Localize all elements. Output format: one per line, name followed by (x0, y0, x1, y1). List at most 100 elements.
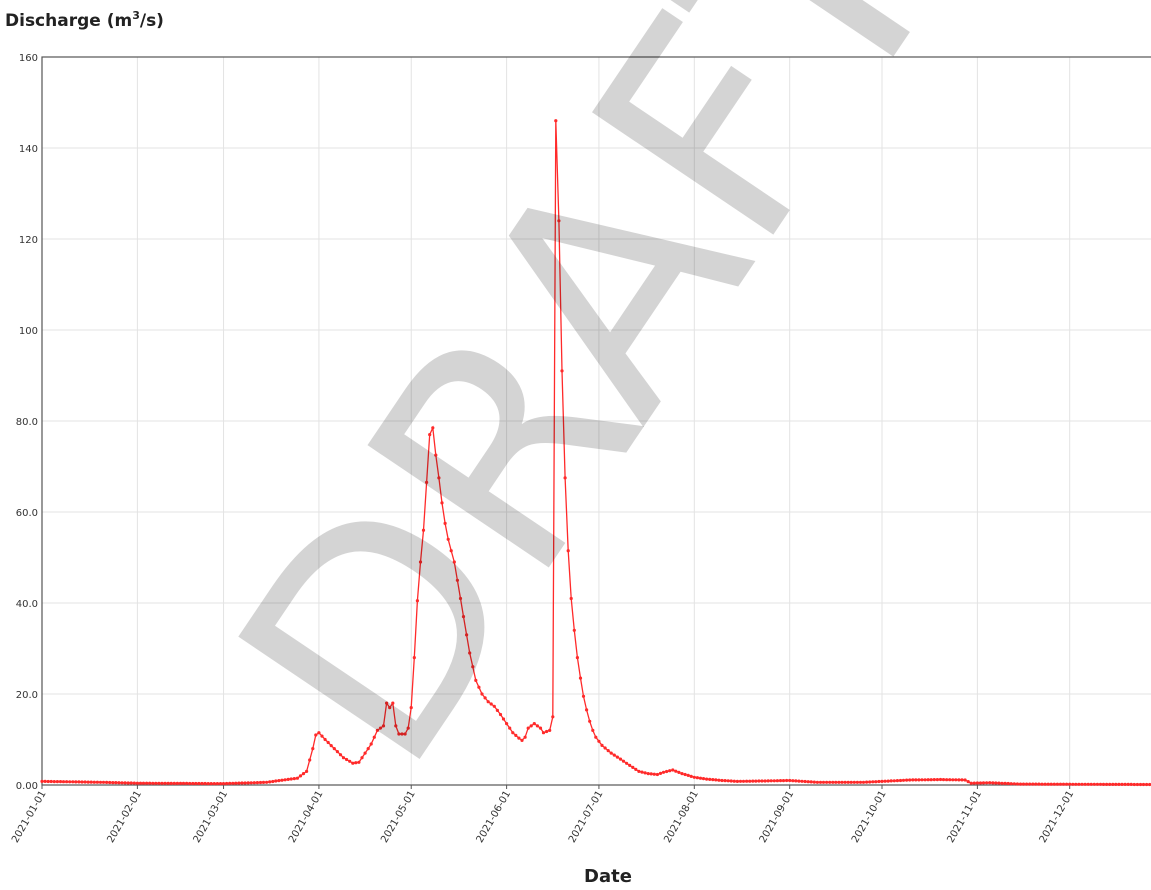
data-point (511, 731, 515, 735)
data-point (711, 778, 715, 782)
data-point (523, 735, 527, 739)
data-point (606, 749, 610, 753)
data-point (1083, 782, 1087, 786)
data-point (495, 708, 499, 713)
data-point (785, 778, 789, 783)
x-tick-label: 2021-02-01 (105, 789, 144, 845)
data-point (98, 780, 103, 784)
data-point (237, 781, 241, 785)
y-tick-label: 140 (19, 144, 38, 155)
data-point (865, 780, 869, 784)
grid (41, 56, 1151, 786)
data-point (505, 722, 509, 726)
data-point (766, 779, 770, 783)
data-point (1129, 782, 1133, 787)
data-point (778, 779, 783, 783)
data-point (1123, 782, 1127, 787)
data-point (461, 615, 466, 619)
data-point (434, 453, 438, 457)
data-point (917, 778, 921, 782)
data-point (185, 781, 189, 786)
data-point (255, 781, 259, 785)
data-point (425, 480, 429, 484)
data-point (501, 717, 506, 721)
data-point (634, 767, 638, 772)
data-point (80, 780, 84, 784)
data-point (329, 744, 333, 748)
data-point (541, 731, 546, 735)
data-point (341, 756, 346, 760)
series-discharge (40, 119, 1151, 787)
data-point (858, 780, 863, 784)
data-point (535, 724, 540, 728)
x-axis-title: Date (584, 866, 632, 887)
data-point (772, 779, 776, 783)
data-point (1071, 782, 1075, 786)
data-point (698, 776, 703, 780)
data-point (834, 780, 838, 784)
data-point (498, 712, 503, 717)
data-point (363, 751, 367, 755)
data-point (194, 781, 198, 786)
data-point (86, 780, 90, 784)
data-point (941, 778, 946, 782)
data-point (671, 768, 675, 772)
data-point (846, 780, 850, 784)
data-point (612, 753, 616, 757)
data-point (1101, 782, 1106, 787)
y-tick-label: 160 (19, 53, 38, 64)
data-point (563, 476, 567, 480)
data-point (400, 732, 404, 736)
draft-watermark: DRAFT (173, 0, 1014, 823)
data-point (566, 549, 570, 553)
data-point (271, 779, 275, 784)
data-point (49, 779, 53, 784)
data-point (1018, 782, 1023, 786)
data-point (1028, 782, 1032, 786)
data-point (311, 747, 315, 751)
data-point (600, 743, 604, 748)
data-point (486, 700, 490, 704)
data-point (935, 778, 940, 782)
data-point (560, 369, 564, 373)
data-point (351, 761, 355, 765)
data-point (972, 781, 976, 785)
data-point (880, 779, 884, 784)
data-point (1049, 782, 1053, 786)
data-point (828, 780, 832, 784)
data-point (289, 777, 293, 781)
y-axis-title: Discharge (m3/s) (5, 9, 164, 31)
data-point (326, 740, 330, 745)
data-point (1114, 782, 1118, 787)
data-point (1111, 782, 1115, 787)
data-point (855, 780, 860, 784)
data-point (415, 599, 419, 603)
data-point (877, 779, 881, 784)
data-point (228, 781, 232, 786)
data-point (1012, 782, 1016, 786)
data-point (905, 778, 909, 782)
data-point (769, 779, 773, 783)
data-point (751, 779, 755, 783)
data-point (345, 757, 349, 762)
data-point (357, 760, 361, 764)
data-point (871, 780, 875, 784)
data-point (655, 772, 660, 777)
data-point (569, 596, 573, 601)
data-point (803, 779, 807, 784)
data-point (354, 761, 358, 765)
data-point (545, 729, 549, 734)
data-point (594, 735, 598, 739)
x-tick-label: 2021-03-01 (192, 789, 231, 845)
data-point (1040, 782, 1044, 786)
data-point (908, 778, 912, 782)
data-point (680, 772, 684, 776)
data-point (969, 781, 973, 785)
data-point (74, 780, 78, 784)
data-point (1135, 782, 1139, 787)
data-point (1052, 782, 1056, 786)
data-point (197, 781, 201, 786)
data-point (1034, 782, 1038, 786)
x-tick-label: 2021-09-01 (758, 789, 797, 845)
